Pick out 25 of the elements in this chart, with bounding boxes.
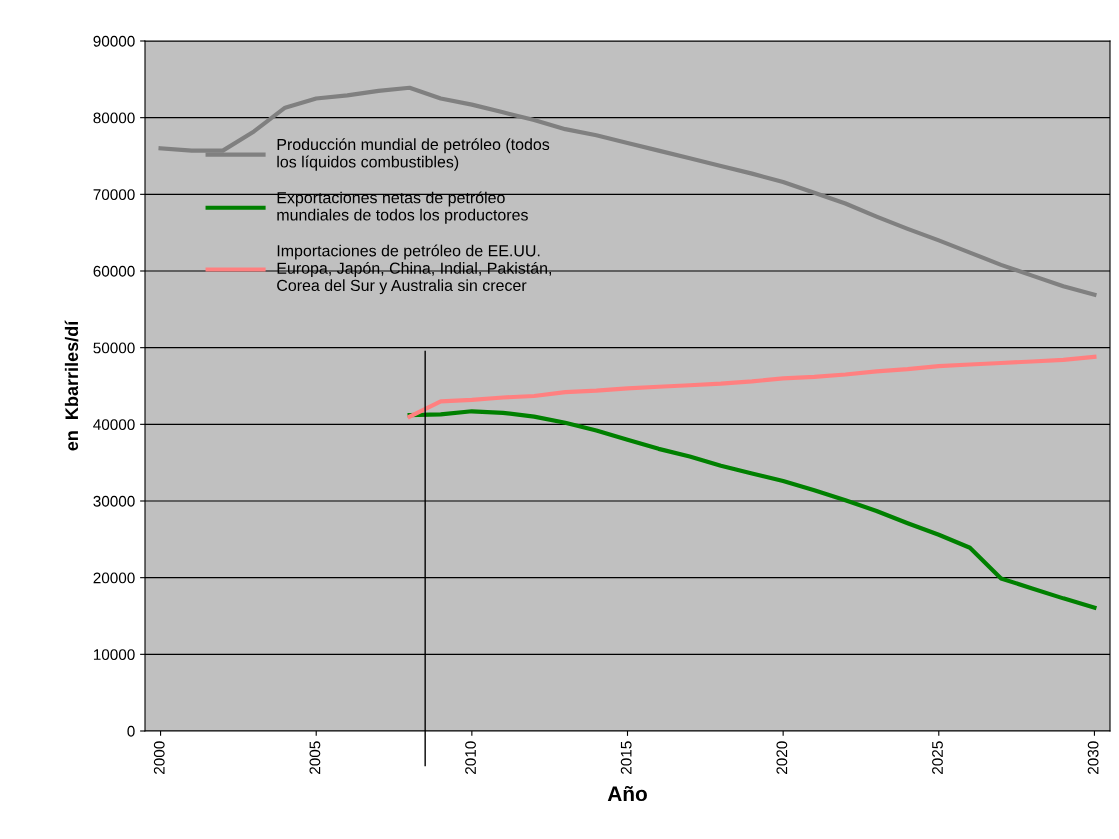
- y-tick-label: 90000: [93, 35, 135, 47]
- y-tick-label: 10000: [93, 649, 135, 661]
- x-tick-label: 2010: [465, 741, 476, 774]
- legend-label: Importaciones de petróleo de EE.UU. Europa, Japón, China, Indial, Pakistán, Corea del Sur y Australia sin crecer: [277, 244, 552, 295]
- y-tick-label: 30000: [93, 495, 135, 507]
- y-tick-label: 0: [127, 725, 135, 737]
- line-series: [407, 409, 1097, 610]
- x-tick-label: 2025: [932, 741, 943, 774]
- x-tick-label: 2030: [1087, 741, 1099, 774]
- y-tick-label: 20000: [93, 572, 135, 584]
- legend-label: Producción mundial de petróleo (todos los líquidos combustibles): [277, 138, 550, 171]
- y-tick-label: 60000: [93, 265, 135, 277]
- y-axis-title: en Kbarriles/dí: [64, 320, 79, 451]
- y-tick-label: 50000: [93, 342, 135, 354]
- y-tick-label: 70000: [93, 189, 135, 201]
- x-tick-label: 2005: [309, 741, 321, 774]
- line-series: [407, 354, 1097, 419]
- line-series: [158, 85, 1097, 297]
- x-axis-title: Año: [607, 785, 647, 802]
- y-tick-label: 80000: [93, 112, 135, 124]
- x-tick-label: 2015: [620, 741, 632, 774]
- y-tick-label: 40000: [93, 419, 135, 431]
- legend-label: Exportaciones netas de petróleo mundiales de todos los productores: [277, 191, 528, 224]
- x-tick-label: 2020: [776, 741, 788, 774]
- x-tick-label: 2000: [153, 741, 165, 774]
